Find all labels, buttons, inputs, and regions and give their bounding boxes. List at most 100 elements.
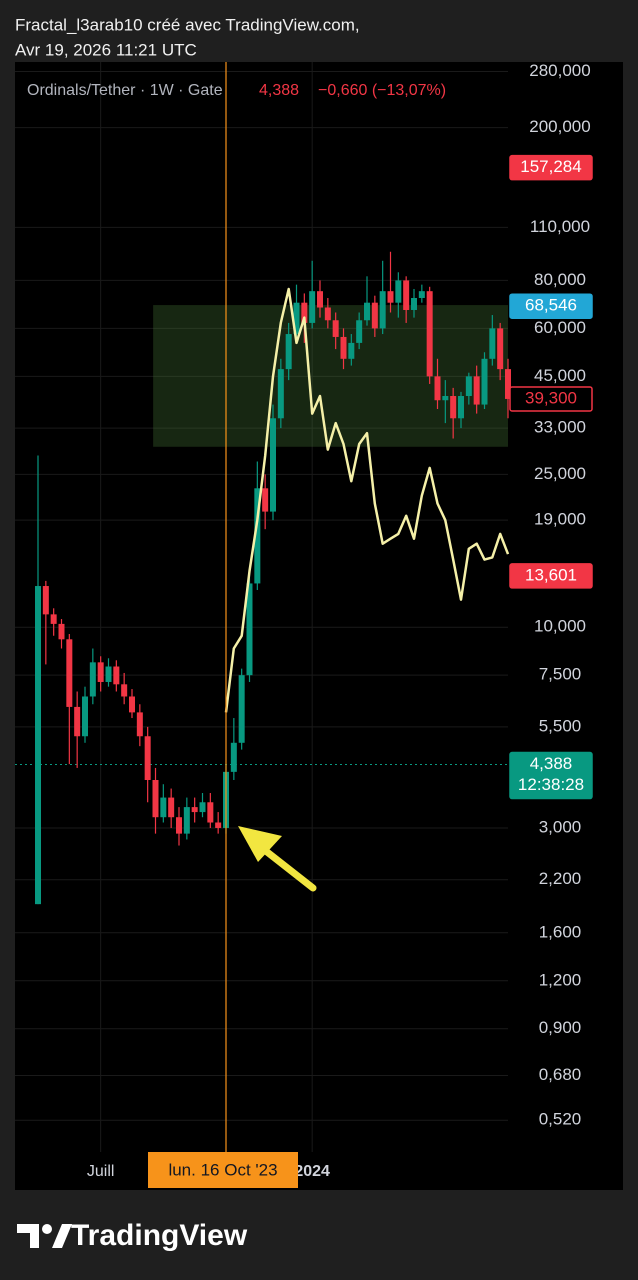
- y-tick-label: 10,000: [534, 617, 586, 636]
- arrow-head: [238, 826, 282, 862]
- candle-body: [176, 817, 182, 834]
- candle-body: [254, 488, 261, 584]
- candle-body: [364, 302, 370, 321]
- y-tick-label: 0,900: [539, 1018, 582, 1037]
- candle-body: [35, 586, 41, 905]
- candle-body: [371, 302, 378, 329]
- y-tick-label: 0,680: [539, 1065, 582, 1084]
- candle-body: [277, 369, 284, 419]
- candle-body: [387, 291, 394, 303]
- candle-body: [418, 291, 425, 298]
- y-tick-label: 1,600: [539, 922, 582, 941]
- candle-body: [238, 675, 245, 743]
- price-label: 68,546: [525, 296, 577, 315]
- candle-body: [113, 666, 120, 685]
- candle-body: [230, 742, 237, 772]
- price-label: 39,300: [525, 388, 577, 407]
- candle-body: [82, 696, 88, 737]
- y-tick-label: 25,000: [534, 464, 586, 483]
- candle-body: [426, 291, 433, 377]
- price-label-countdown: 12:38:28: [518, 775, 584, 794]
- x-tick-label: 2024: [294, 1163, 330, 1180]
- candle-body: [191, 807, 198, 813]
- candle-body: [348, 342, 355, 359]
- y-tick-label: 60,000: [534, 318, 586, 337]
- candle-body: [293, 302, 300, 335]
- candle-body: [309, 291, 316, 323]
- candle-body: [473, 376, 480, 405]
- candle-body: [458, 396, 464, 419]
- y-tick-label: 280,000: [529, 61, 590, 80]
- candle-body: [160, 797, 167, 818]
- brand-name: TradingView: [71, 1219, 248, 1252]
- candle-body: [215, 822, 222, 828]
- y-tick-label: 5,500: [539, 716, 582, 735]
- candle-body: [136, 712, 143, 737]
- candle-body: [121, 684, 128, 697]
- candle-body: [403, 280, 410, 310]
- candle-body: [505, 369, 511, 399]
- candle-body: [89, 662, 96, 697]
- logo-mark: [52, 1224, 72, 1248]
- x-tick-label: Juill: [87, 1163, 115, 1180]
- candle-body: [301, 302, 308, 323]
- candle-body: [152, 780, 159, 818]
- candle-body: [285, 334, 292, 370]
- price-label: 4,388: [530, 754, 573, 773]
- arrow-annotation: [238, 826, 317, 892]
- header-line1: Fractal_l3arab10 créé avec TradingView.c…: [15, 15, 360, 34]
- candle-body: [465, 376, 472, 397]
- candle-body: [270, 418, 276, 512]
- candle-body: [379, 291, 386, 329]
- price-label-box: [509, 386, 593, 412]
- overlay-line: [224, 287, 510, 713]
- price-change: −0,660 (−13,07%): [318, 82, 446, 99]
- candle-body: [58, 623, 65, 640]
- y-tick-label: 19,000: [534, 510, 586, 529]
- y-tick-label: 3,000: [539, 817, 582, 836]
- y-tick-label: 1,200: [539, 970, 582, 989]
- y-tick-label: 110,000: [530, 217, 590, 236]
- candle-body: [66, 639, 73, 707]
- candle-body: [395, 280, 402, 303]
- candle-body: [97, 662, 104, 682]
- last-price: 4,388: [259, 82, 299, 99]
- candle-body: [144, 736, 151, 781]
- candle-body: [74, 706, 81, 737]
- candle-body: [442, 396, 449, 401]
- candle-body: [324, 307, 331, 321]
- arrow-shaft: [258, 844, 317, 892]
- candle-body: [340, 336, 347, 359]
- price-label: 157,284: [520, 157, 581, 176]
- y-tick-label: 45,000: [534, 366, 586, 385]
- y-tick-label: 2,200: [539, 869, 582, 888]
- candle-body: [434, 376, 441, 401]
- price-label-box: [509, 563, 593, 589]
- price-label-box: [509, 154, 593, 181]
- candle-body: [207, 802, 214, 823]
- candle-body: [246, 583, 253, 676]
- price-label-box: [509, 751, 593, 800]
- candle-body: [332, 320, 339, 337]
- candle-body: [481, 358, 488, 405]
- candle-body: [356, 320, 363, 343]
- candle-body: [262, 488, 269, 512]
- y-tick-label: 200,000: [529, 117, 590, 136]
- price-zone: [153, 305, 508, 447]
- crosshair-label-box: [148, 1152, 298, 1188]
- brand-logo: TradingView: [17, 1219, 248, 1252]
- y-tick-label: 0,520: [539, 1110, 582, 1129]
- crosshair-label: lun. 16 Oct '23: [168, 1160, 277, 1179]
- candle-body: [497, 328, 504, 370]
- price-label: 13,601: [525, 565, 577, 584]
- logo-dot: [42, 1224, 52, 1234]
- y-tick-label: 7,500: [539, 665, 582, 684]
- header-line2: Avr 19, 2026 11:21 UTC: [15, 40, 197, 59]
- chart-area: [15, 62, 623, 1190]
- candle-body: [489, 328, 496, 359]
- price-label-box: [509, 293, 593, 319]
- candle-body: [450, 396, 457, 419]
- y-tick-label: 80,000: [534, 270, 586, 289]
- candle-body: [168, 797, 175, 818]
